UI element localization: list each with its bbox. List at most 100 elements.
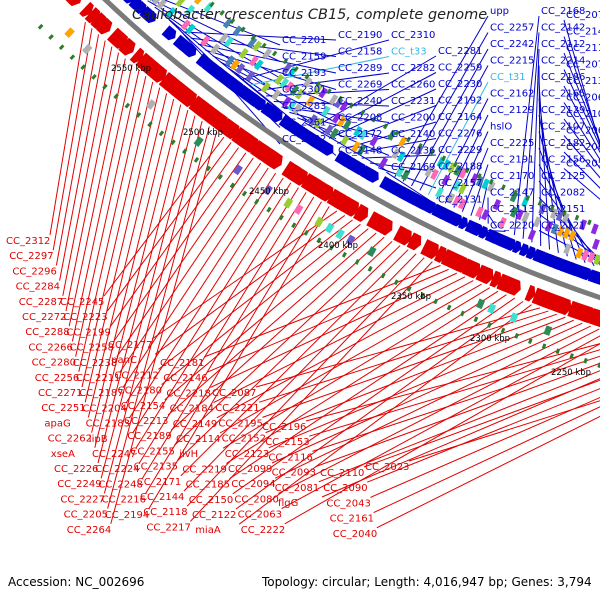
reverse-gene-label: CC_2217 [146, 522, 190, 533]
forward-gene-label: CC_2145 [566, 27, 600, 38]
cog-feature-block [401, 169, 411, 181]
cog-feature-block [200, 35, 211, 47]
cog-feature-block [223, 36, 234, 48]
scale-tick [241, 190, 248, 197]
forward-gene-arrow [518, 243, 530, 257]
cog-feature-block [345, 234, 356, 246]
reverse-gene-label: CC_2272 [22, 312, 66, 323]
forward-gene-label: CC_2158 [338, 47, 382, 58]
forward-gene-arrow [315, 138, 334, 156]
cog-feature-block [193, 0, 202, 5]
scale-tick [488, 178, 494, 185]
cog-feature-block [396, 151, 406, 163]
forward-gene-label: CC_2107 [541, 122, 585, 133]
cog-feature-block [378, 157, 389, 169]
scale-tick [278, 214, 284, 221]
forward-gene-label: CC_2131 [438, 195, 482, 206]
cog-feature-block [156, 0, 167, 10]
cog-feature-block [587, 251, 596, 264]
scale-label: 2500 kbp [183, 128, 223, 138]
forward-leader-line [563, 168, 600, 200]
forward-leader-line [538, 147, 586, 263]
genome-summary-text: Topology: circular; Length: 4,016,947 bp… [262, 575, 592, 589]
forward-gene-label: CC_2220 [490, 221, 534, 232]
forward-gene-arrow [505, 237, 517, 251]
reverse-gene-label: CC_2199 [66, 327, 110, 338]
cog-feature-block [446, 192, 456, 204]
cog-feature-block [509, 312, 519, 323]
forward-leader-line [563, 118, 600, 169]
scale-tick [209, 1, 215, 8]
reverse-gene-label: CC_2262 [48, 434, 92, 445]
cog-feature-block [245, 70, 256, 82]
scale-tick [574, 214, 580, 221]
scale-ticks [37, 1, 600, 369]
cog-feature-block [556, 225, 565, 237]
forward-gene-arrow [594, 271, 600, 285]
reverse-gene-label: miaA [195, 525, 221, 536]
cog-feature-block [442, 159, 451, 171]
reverse-leader-line [116, 157, 254, 358]
scale-tick [48, 34, 54, 40]
scale-tick [441, 155, 447, 162]
reverse-leader-line [222, 287, 491, 449]
cog-feature-block [260, 81, 271, 93]
cog-feature-block [328, 94, 339, 106]
cog-feature-block [230, 59, 241, 71]
cog-feature-block [324, 222, 335, 234]
scale-tick [394, 130, 400, 136]
cog-feature-block [340, 134, 350, 146]
reverse-gene-arrow [489, 270, 502, 288]
reverse-leader-line [284, 343, 600, 525]
reverse-leader-line [219, 283, 482, 434]
scale-tick [541, 343, 547, 350]
reverse-gene-arrow [346, 200, 360, 217]
gene-labels: CC_2201 CC_2159 CC_2193 CC_2301 CC_2283 CC_22… [6, 6, 600, 540]
scale-tick [293, 66, 299, 72]
forward-leader-line [563, 151, 600, 189]
reverse-gene-label: CC_2116 [268, 452, 312, 463]
cog-feature-block [314, 216, 325, 228]
cog-feature-block [313, 83, 323, 95]
cog-feature-block [321, 105, 331, 117]
cog-feature-block [579, 219, 588, 231]
forward-gene-label: CC_2142 [541, 23, 585, 34]
forward-gene-label: CC_2157 [438, 178, 482, 189]
reverse-gene-arrow [95, 17, 113, 35]
cog-feature-block [232, 25, 243, 37]
reverse-leader-line [94, 104, 182, 448]
reverse-gene-label: CC_2218 [166, 388, 210, 399]
cog-feature-block [166, 6, 177, 18]
scale-tick [69, 54, 76, 61]
forward-gene-label: CC_2281 [438, 46, 482, 57]
cog-feature-block [81, 43, 93, 55]
cog-feature-block [369, 135, 379, 147]
scale-tick [501, 184, 506, 191]
forward-gene-label: CC_2242 [490, 39, 534, 50]
cog-feature-block [351, 141, 361, 153]
reverse-gene-label: CC_2226 [54, 464, 98, 475]
reverse-gene-arrow [268, 152, 283, 170]
forward-gene-arrow [161, 25, 177, 41]
scale-tick [537, 200, 543, 206]
cog-feature-block [293, 204, 304, 215]
forward-gene-label: CC_2111 [566, 43, 600, 54]
reverse-gene-label: CC_2219 [182, 464, 226, 475]
forward-leader-line [183, 31, 337, 41]
reverse-leader-line [49, 22, 86, 236]
forward-gene-label: CC_2192 [438, 96, 482, 107]
scale-tick [316, 237, 322, 244]
reverse-leader-line [255, 307, 541, 388]
gene-features [64, 0, 600, 336]
cog-feature-block [337, 115, 347, 128]
reverse-leader-line [274, 325, 591, 479]
reverse-leader-line [278, 328, 600, 494]
forward-leader-line [563, 135, 600, 179]
cog-feature-block [284, 81, 295, 93]
cog-feature-block [424, 165, 434, 178]
scale-label: 2550 kbp [111, 64, 151, 74]
reverse-gene-label: apaG [44, 418, 70, 429]
cog-feature-block [262, 184, 273, 196]
reverse-leader-line [271, 322, 583, 464]
reverse-gene-label: CC_2288 [25, 327, 69, 338]
